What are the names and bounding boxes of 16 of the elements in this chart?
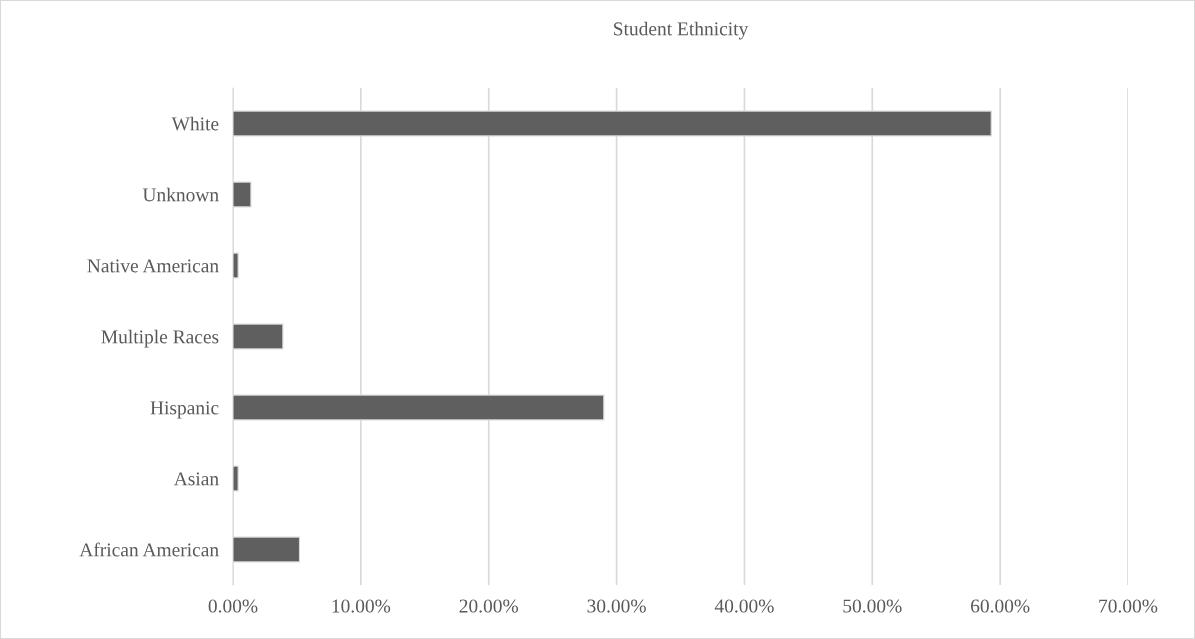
y-tick-label: Asian bbox=[173, 472, 219, 486]
x-tick-label: 10.00% bbox=[332, 599, 391, 613]
y-tick-label: White bbox=[171, 116, 219, 131]
x-tick-label: 50.00% bbox=[843, 599, 902, 613]
x-tick-label: 60.00% bbox=[971, 599, 1030, 613]
y-tick-label: Unknown bbox=[142, 187, 219, 202]
x-tick-label: 70.00% bbox=[1099, 599, 1158, 613]
y-tick-label: African American bbox=[79, 542, 219, 557]
y-tick-label: Multiple Races bbox=[101, 329, 219, 348]
y-tick-label: Hispanic bbox=[150, 401, 219, 419]
y-tick-label: Native American bbox=[87, 259, 219, 273]
x-tick-label: 0.00% bbox=[208, 599, 258, 613]
x-tick-label: 30.00% bbox=[587, 599, 646, 613]
chart-title: Student Ethnicity bbox=[614, 21, 749, 40]
x-tick-label: 20.00% bbox=[459, 599, 519, 613]
x-tick-label: 40.00% bbox=[714, 599, 774, 613]
